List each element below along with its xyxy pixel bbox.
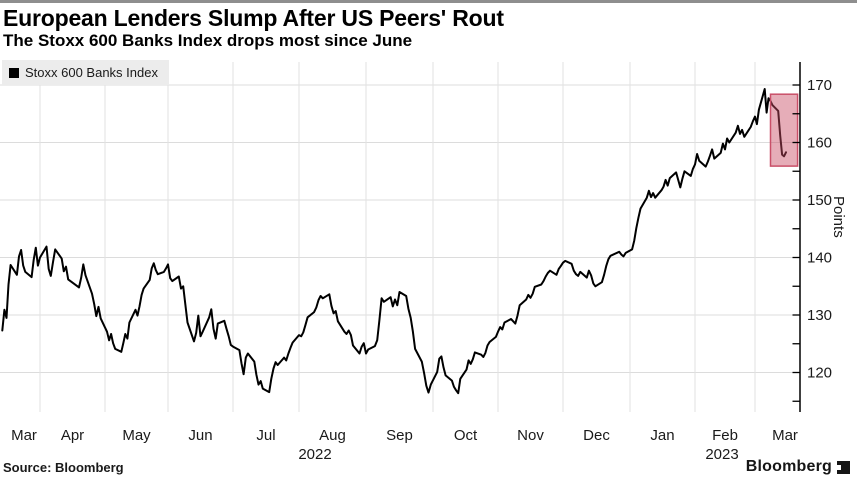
bloomberg-logo-text: Bloomberg (745, 458, 832, 475)
y-axis-title: Points (830, 196, 847, 238)
legend-marker-square (9, 67, 19, 78)
x-month-label: Apr (61, 427, 84, 444)
y-tick-label: 170 (807, 77, 832, 94)
x-month-label: Sep (386, 427, 413, 444)
index-line (1, 88, 787, 395)
y-tick-label: 120 (807, 365, 832, 382)
x-month-label: Mar (772, 427, 798, 444)
x-month-label: May (122, 427, 151, 444)
x-year-label: 2022 (298, 446, 331, 463)
x-month-label: Aug (319, 427, 346, 444)
x-month-label: Jul (256, 427, 275, 444)
x-month-label: Jan (650, 427, 674, 444)
source-credit: Source: Bloomberg (3, 460, 124, 475)
bloomberg-logo: Bloomberg (746, 458, 850, 476)
x-month-label: Jun (188, 427, 212, 444)
top-accent-bar (0, 0, 857, 3)
x-month-label: Dec (583, 427, 610, 444)
y-tick-label: 140 (807, 250, 832, 267)
y-tick-label: 150 (807, 192, 832, 209)
chart-title: European Lenders Slump After US Peers' R… (3, 5, 504, 31)
x-month-label: Feb (712, 427, 738, 444)
x-month-label: Oct (454, 427, 478, 444)
y-tick-label: 130 (807, 307, 832, 324)
legend-label: Stoxx 600 Banks Index (25, 65, 158, 80)
chart-subtitle: The Stoxx 600 Banks Index drops most sin… (3, 31, 413, 50)
x-month-label: Mar (11, 427, 37, 444)
bloomberg-mark-icon (837, 460, 850, 474)
x-month-label: Nov (517, 427, 544, 444)
legend: Stoxx 600 Banks Index (2, 60, 169, 85)
y-tick-label: 160 (807, 135, 832, 152)
x-year-label: 2023 (705, 446, 738, 463)
slump-highlight-box (769, 93, 799, 167)
